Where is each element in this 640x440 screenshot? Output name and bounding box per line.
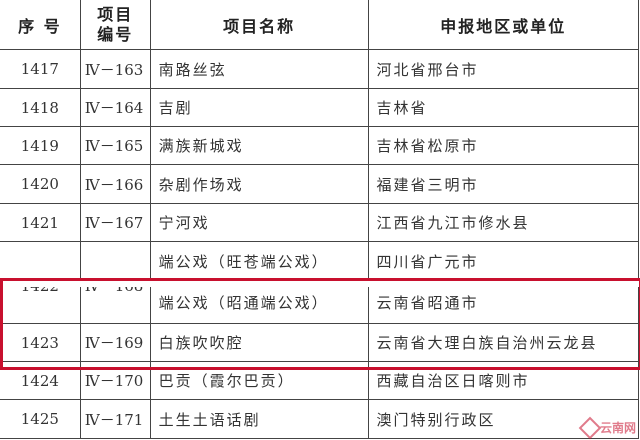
cell-name: 满族新城戏 (149, 126, 369, 165)
cell-name: 端公戏（旺苍端公戏） (149, 241, 369, 282)
header-seq: 序 号 (0, 0, 81, 50)
cell-region: 河北省邢台市 (367, 49, 640, 89)
header-name: 项目名称 (149, 0, 369, 50)
cell-code: Ⅳ－169 (79, 323, 151, 362)
table-row: 1418 Ⅳ－164 吉剧 吉林省 (0, 88, 640, 127)
cell-region: 澳门特别行政区 (367, 399, 640, 439)
table-row: 1420 Ⅳ－166 杂剧作场戏 福建省三明市 (0, 164, 640, 204)
table-row: 1424 Ⅳ－170 巴贡（霞尔巴贡） 西藏自治区日喀则市 (0, 361, 640, 400)
cell-name: 土生土语话剧 (149, 399, 369, 439)
table-row: 1417 Ⅳ－163 南路丝弦 河北省邢台市 (0, 49, 640, 89)
cell-seq: 1423 (0, 323, 81, 362)
table-row-merged: 1422 Ⅳ－168 端公戏（旺苍端公戏） 四川省广元市 (0, 241, 640, 324)
cell-name: 杂剧作场戏 (149, 164, 369, 204)
cell-seq: 1419 (0, 126, 81, 165)
cell-code: Ⅳ－168 (79, 241, 151, 324)
cell-name: 吉剧 (149, 88, 369, 127)
cell-region: 吉林省松原市 (367, 126, 640, 165)
cell-code: Ⅳ－167 (79, 203, 151, 242)
header-code: 项目 编号 (79, 0, 151, 50)
cell-region: 吉林省 (367, 88, 640, 127)
cell-region: 云南省大理白族自治州云龙县 (367, 323, 640, 362)
cell-name: 端公戏（昭通端公戏） (149, 281, 369, 324)
cell-code: Ⅳ－171 (79, 399, 151, 439)
cell-code: Ⅳ－170 (79, 361, 151, 400)
cell-region: 江西省九江市修水县 (367, 203, 640, 242)
cell-seq: 1425 (0, 399, 81, 439)
table-row: 1423 Ⅳ－169 白族吹吹腔 云南省大理白族自治州云龙县 (0, 323, 640, 362)
table-header: 序 号 项目 编号 项目名称 申报地区或单位 (0, 0, 640, 50)
cell-code: Ⅳ－164 (79, 88, 151, 127)
cell-seq: 1418 (0, 88, 81, 127)
watermark-logo: 云南网 (578, 416, 636, 439)
cell-seq: 1422 (0, 241, 81, 324)
cell-seq: 1424 (0, 361, 81, 400)
cell-region: 西藏自治区日喀则市 (367, 361, 640, 400)
cell-region: 四川省广元市 (367, 241, 640, 282)
table-row: 1419 Ⅳ－165 满族新城戏 吉林省松原市 (0, 126, 640, 165)
cell-name: 南路丝弦 (149, 49, 369, 89)
cell-seq: 1417 (0, 49, 81, 89)
cell-name: 巴贡（霞尔巴贡） (149, 361, 369, 400)
table-row: 1421 Ⅳ－167 宁河戏 江西省九江市修水县 (0, 203, 640, 242)
cell-code: Ⅳ－165 (79, 126, 151, 165)
cell-name: 宁河戏 (149, 203, 369, 242)
cell-seq: 1420 (0, 164, 81, 204)
logo-icon (578, 416, 602, 439)
cell-code: Ⅳ－166 (79, 164, 151, 204)
cell-name: 白族吹吹腔 (149, 323, 369, 362)
watermark-text: 云南网 (599, 421, 636, 435)
cell-region: 福建省三明市 (367, 164, 640, 204)
table-row: 1425 Ⅳ－171 土生土语话剧 澳门特别行政区 (0, 399, 640, 439)
cell-seq: 1421 (0, 203, 81, 242)
header-region: 申报地区或单位 (367, 0, 640, 50)
cell-code: Ⅳ－163 (79, 49, 151, 89)
cell-region: 云南省昭通市 (367, 281, 640, 324)
